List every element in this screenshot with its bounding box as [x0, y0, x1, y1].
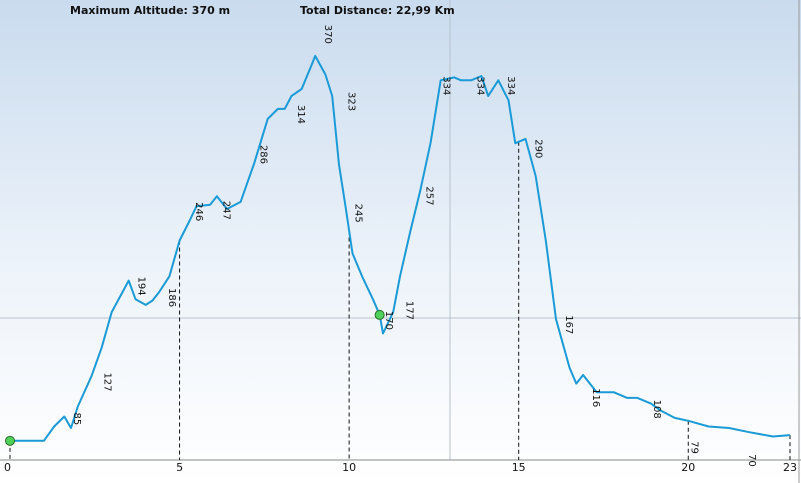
- altitude-label: 323: [346, 92, 357, 111]
- x-tick-label: 15: [512, 461, 526, 474]
- altitude-label: 370: [322, 25, 333, 44]
- x-axis-ticks: 0 5 10 15 20 23: [4, 461, 797, 474]
- max-altitude-text: Maximum Altitude: 370 m: [70, 4, 230, 17]
- altitude-label: 246: [193, 202, 204, 221]
- altitude-label: 116: [590, 388, 601, 407]
- altitude-label: 334: [475, 76, 486, 95]
- altitude-label: 170: [383, 311, 394, 330]
- altitude-line: [10, 54, 791, 442]
- x-tick-label: 0: [4, 461, 11, 474]
- altitude-label: 85: [71, 413, 82, 426]
- x-tick-label: 23: [783, 461, 797, 474]
- altitude-label: 186: [166, 288, 177, 307]
- altitude-label: 194: [135, 277, 146, 296]
- altitude-label: 247: [220, 201, 231, 220]
- altitude-label: 177: [403, 301, 414, 320]
- altitude-label: 314: [295, 105, 306, 124]
- altitude-label: 290: [532, 139, 543, 158]
- altitude-label: 108: [651, 400, 662, 419]
- waypoint-marker: [374, 309, 385, 320]
- altitude-label: 70: [746, 454, 757, 467]
- altitude-label: 127: [102, 372, 113, 391]
- total-distance-text: Total Distance: 22,99 Km: [300, 4, 455, 17]
- altitude-label: 257: [424, 186, 435, 205]
- x-tick-label: 20: [681, 461, 695, 474]
- altitude-label: 79: [688, 441, 699, 454]
- altitude-label: 334: [505, 76, 516, 95]
- x-tick-label: 10: [342, 461, 356, 474]
- x-tick-label: 5: [176, 461, 183, 474]
- altitude-label: 167: [563, 315, 574, 334]
- waypoint-marker: [5, 435, 15, 446]
- altitude-labels: 85 127 194 186 246 247 286 314 370 323 245 170 177 25…: [71, 25, 757, 467]
- altitude-label: 245: [353, 204, 364, 223]
- altitude-label: 286: [258, 145, 269, 164]
- waypoints: [5, 309, 385, 446]
- altitude-label: 334: [441, 76, 452, 95]
